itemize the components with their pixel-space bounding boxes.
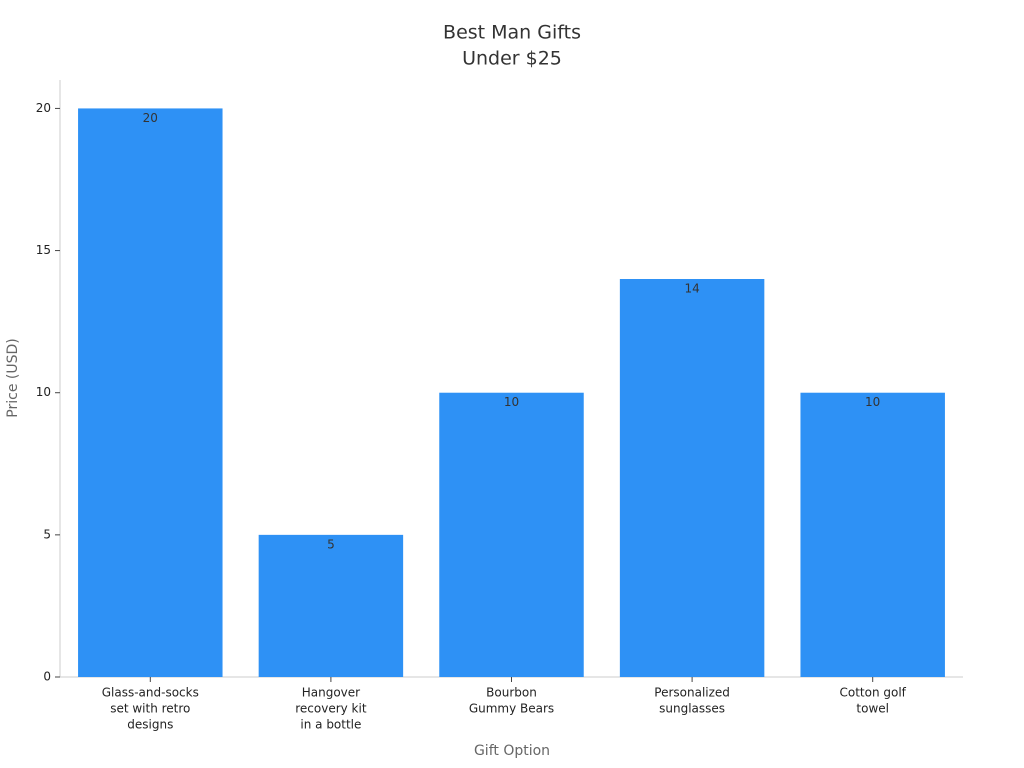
x-tick-label: Bourbon [486,686,537,700]
x-tick-label: in a bottle [300,718,361,732]
y-tick-label: 0 [43,670,51,684]
value-label: 20 [143,111,158,125]
x-tick-label: sunglasses [659,702,725,716]
y-axis-label: Price (USD) [5,338,21,417]
x-tick-label: recovery kit [295,702,367,716]
x-tick-label: designs [127,718,173,732]
x-tick-label: set with retro [110,702,190,716]
chart-title: Under $25 [462,48,562,70]
x-tick-label: Hangover [302,686,360,700]
value-label: 5 [327,537,335,551]
x-tick-label: Glass-and-socks [102,686,199,700]
bar [439,392,584,677]
x-tick-label: Cotton golf [839,686,906,700]
bar [800,392,945,677]
y-tick-label: 15 [36,243,51,257]
bar [258,534,404,677]
chart-title: Best Man Gifts [443,22,581,44]
y-tick-label: 20 [36,101,51,115]
value-label: 10 [865,395,880,409]
y-tick-label: 5 [43,527,51,541]
x-tick-label: towel [856,702,889,716]
x-tick-label: Gummy Bears [469,702,554,716]
x-axis-label: Gift Option [474,743,550,759]
bar [78,108,223,677]
bar [619,279,765,677]
x-tick-label: Personalized [654,686,730,700]
value-label: 14 [684,282,699,296]
value-label: 10 [504,395,519,409]
y-tick-label: 10 [36,385,51,399]
